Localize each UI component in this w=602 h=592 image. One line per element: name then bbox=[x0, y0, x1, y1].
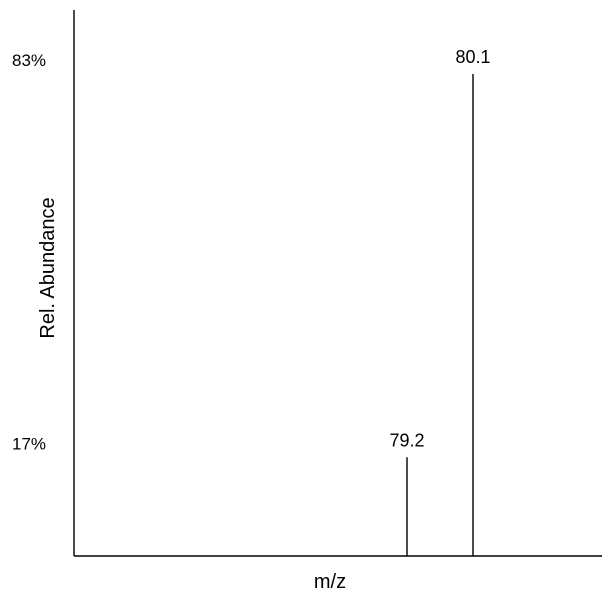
y-tick-label-83: 83% bbox=[12, 51, 46, 70]
y-ticks-layer: 83% 17% bbox=[12, 51, 46, 453]
peak-label-79-2: 79.2 bbox=[389, 430, 424, 450]
x-axis-label: m/z bbox=[314, 571, 346, 592]
peak-label-80-1: 80.1 bbox=[455, 47, 490, 67]
peaks-layer: 79.2 80.1 bbox=[389, 47, 491, 556]
y-axis-label: Rel. Abundance bbox=[37, 197, 59, 338]
y-tick-label-17: 17% bbox=[12, 434, 46, 453]
